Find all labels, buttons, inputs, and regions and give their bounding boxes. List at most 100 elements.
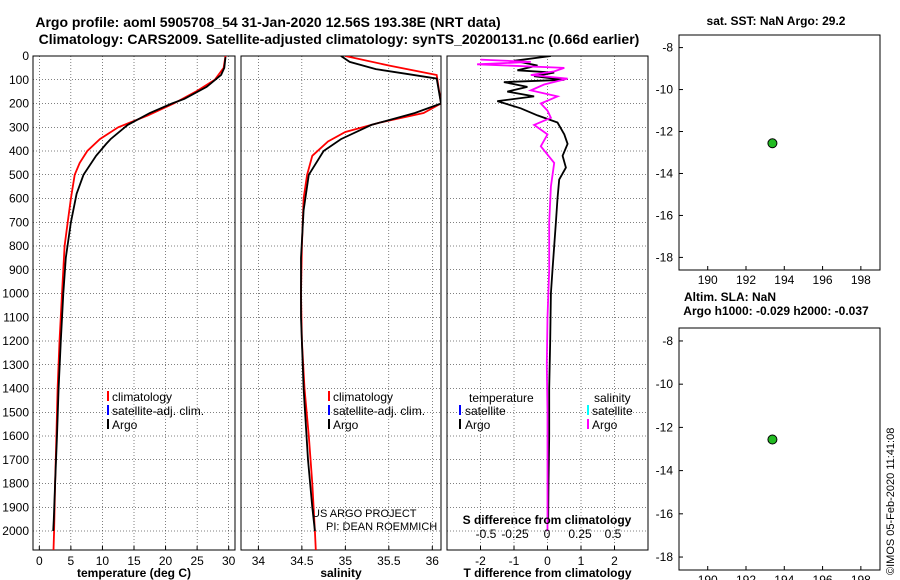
pi-annotation: PI: DEAN ROEMMICH — [326, 521, 437, 533]
legend-label: satellite — [592, 404, 633, 418]
legend-label: Argo — [592, 418, 618, 432]
x-tick-label: 1 — [578, 554, 585, 568]
legend-swatch — [587, 419, 589, 429]
legend-swatch — [107, 405, 109, 415]
depth-tick-label: 1600 — [2, 429, 29, 443]
legend-swatch — [459, 419, 461, 429]
legend-swatch — [107, 391, 109, 401]
sla-map-subtitle: Argo h1000: -0.029 h2000: -0.037 — [683, 304, 869, 318]
argo-position-marker — [767, 138, 778, 149]
depth-tick-label: 2000 — [2, 524, 29, 538]
legend-swatch — [587, 405, 589, 415]
legend-swatch — [459, 405, 461, 415]
legend-label: climatology — [112, 390, 172, 404]
sla-map-frame — [678, 327, 881, 571]
sst-map-title: sat. SST: NaN Argo: 29.2 — [707, 14, 846, 28]
x-tick-label: 15 — [127, 554, 141, 568]
x-tick-label: 0 — [544, 554, 551, 568]
differences-series-t-argo-diff — [497, 56, 569, 520]
depth-tick-label: 1300 — [2, 358, 29, 372]
depth-tick-label: 1700 — [2, 453, 29, 467]
lat-tick-label: -10 — [656, 377, 674, 391]
lat-tick-label: -16 — [656, 208, 674, 222]
lon-tick-label: 192 — [736, 573, 756, 580]
lat-tick-label: -18 — [656, 550, 674, 564]
depth-tick-label: 200 — [9, 97, 29, 111]
difference-panel: -2 -1 0 1 2T difference from climatology temp… — [446, 55, 649, 580]
lon-tick-label: 196 — [813, 273, 833, 287]
x-tick-label: 30 — [222, 554, 236, 568]
temperature-xlabel: temperature (deg C) — [77, 566, 191, 580]
x-tick-label: 2 — [611, 554, 618, 568]
lat-tick-label: -10 — [656, 83, 674, 97]
lat-tick-label: -8 — [662, 41, 673, 55]
temperature-series-argo — [52, 57, 227, 532]
lat-tick-label: -14 — [656, 166, 674, 180]
legend-label: Argo — [465, 418, 491, 432]
legend-label: satellite-adj. clim. — [333, 404, 425, 418]
figure-title-line1: Argo profile: aoml 5905708_54 31-Jan-202… — [35, 14, 500, 30]
sst-map-panel: -8 -10 -12 -14 -16 -18 190 192 194 196 198 sat. SST… — [656, 14, 881, 287]
lat-tick-label: -12 — [656, 125, 674, 139]
salinity-series-argo — [300, 56, 441, 532]
sst-map-frame — [678, 34, 881, 271]
legend-temperature-title: temperature — [469, 391, 534, 405]
x-tick-label: 10 — [96, 554, 110, 568]
lat-tick-label: -16 — [656, 507, 674, 521]
salinity-diff-tick-label: 0 — [544, 527, 551, 541]
depth-tick-label: 1500 — [2, 405, 29, 419]
depth-tick-label: 600 — [9, 192, 29, 206]
legend-salinity-title: salinity — [594, 391, 631, 405]
differences-xlabel: T difference from climatology — [463, 566, 631, 580]
depth-tick-label: 1900 — [2, 500, 29, 514]
figure-title-line2: Climatology: CARS2009. Satellite-adjuste… — [39, 31, 640, 47]
x-tick-label: 34.5 — [290, 554, 314, 568]
legend-swatch — [107, 419, 109, 429]
temperature-series-climatology — [52, 56, 227, 550]
lat-tick-label: -14 — [656, 464, 674, 478]
x-tick-label: -1 — [509, 554, 520, 568]
legend-label: Argo — [333, 418, 359, 432]
salinity-xlabel: salinity — [320, 566, 362, 580]
depth-tick-label: 0 — [22, 49, 29, 63]
legend-label: satellite — [465, 404, 506, 418]
x-tick-label: 36 — [426, 554, 440, 568]
depth-tick-label: 1000 — [2, 287, 29, 301]
depth-tick-label: 900 — [9, 263, 29, 277]
legend-swatch — [328, 391, 330, 401]
salinity-diff-tick-label: 0.5 — [605, 527, 622, 541]
project-annotation: US ARGO PROJECT — [312, 508, 417, 520]
depth-tick-label: 700 — [9, 215, 29, 229]
lon-tick-label: 198 — [851, 273, 871, 287]
depth-tick-label: 800 — [9, 239, 29, 253]
salinity-diff-tick-label: -0.25 — [501, 527, 529, 541]
depth-tick-label: 1100 — [3, 310, 29, 324]
x-tick-label: 5 — [68, 554, 75, 568]
salinity-diff-tick-label: 0.25 — [568, 527, 592, 541]
lon-tick-label: 192 — [736, 273, 756, 287]
argo-position-marker — [767, 434, 778, 445]
lon-tick-label: 194 — [774, 573, 794, 580]
lon-tick-label: 190 — [698, 573, 718, 580]
depth-tick-label: 300 — [9, 120, 29, 134]
lon-tick-label: 190 — [698, 273, 718, 287]
lat-tick-label: -18 — [656, 250, 674, 264]
legend-label: climatology — [333, 390, 393, 404]
depth-tick-label: 1200 — [2, 334, 29, 348]
salinity-series-climatology — [300, 56, 441, 550]
x-tick-label: 20 — [159, 554, 173, 568]
legend-label: satellite-adj. clim. — [112, 404, 204, 418]
x-tick-label: 35 — [339, 554, 353, 568]
depth-tick-label: 100 — [9, 73, 29, 87]
temperature-frame — [32, 55, 236, 551]
sla-map-title: Altim. SLA: NaN — [684, 290, 776, 304]
legend-swatch — [328, 405, 330, 415]
depth-tick-label: 1800 — [2, 477, 29, 491]
depth-tick-label: 1400 — [2, 382, 29, 396]
x-tick-label: 35.5 — [377, 554, 401, 568]
salinity-frame — [240, 55, 442, 551]
x-tick-label: -2 — [475, 554, 486, 568]
lat-tick-label: -8 — [662, 334, 673, 348]
x-tick-label: 25 — [190, 554, 204, 568]
